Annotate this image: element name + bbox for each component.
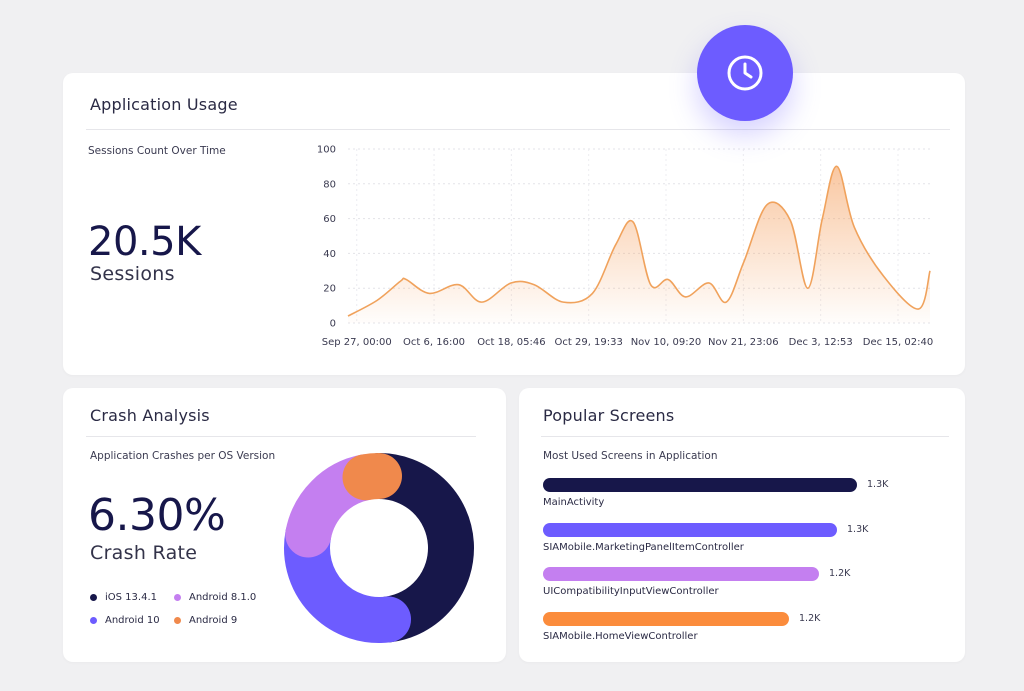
legend-dot: [90, 594, 97, 601]
screen-bar: [543, 478, 857, 492]
crash-analysis-card: Crash Analysis Application Crashes per O…: [63, 388, 506, 662]
legend-label: iOS 13.4.1: [105, 592, 157, 603]
bar-value-label: 1.2K: [799, 613, 821, 624]
sessions-kpi-label: Sessions: [90, 263, 175, 285]
x-tick-label: Oct 18, 05:46: [477, 337, 545, 348]
screen-bar-row: 1.2K SIAMobile.HomeViewController: [543, 612, 820, 642]
donut-slice: [356, 453, 474, 643]
y-tick-label: 0: [330, 319, 336, 330]
x-tick-label: Oct 6, 16:00: [403, 337, 465, 348]
popular-divider: [541, 436, 949, 437]
screen-bar: [543, 523, 837, 537]
crash-rate-value: 6.30%: [88, 490, 226, 541]
clock-icon: [727, 55, 763, 91]
application-usage-title: Application Usage: [90, 95, 238, 114]
sessions-chart-subtitle: Sessions Count Over Time: [88, 145, 226, 157]
sessions-line-chart: 100 80 60 40 20 0 Sep 27, 00:00 Oct 6, 16:00 Oc…: [317, 145, 933, 349]
legend-item-android-9: Android 9: [174, 615, 237, 626]
y-tick-label: 100: [317, 145, 336, 156]
x-tick-label: Nov 21, 23:06: [708, 337, 779, 348]
y-tick-label: 20: [323, 284, 336, 295]
popular-subtitle: Most Used Screens in Application: [543, 450, 718, 462]
legend-dot: [174, 617, 181, 624]
donut-slice: [342, 453, 402, 501]
crash-subtitle: Application Crashes per OS Version: [90, 450, 276, 462]
x-axis-ticks: Sep 27, 00:00 Oct 6, 16:00 Oct 18, 05:46 Oc…: [322, 337, 933, 348]
bar-name-label: SIAMobile.HomeViewController: [543, 631, 698, 642]
y-tick-label: 80: [323, 179, 336, 190]
legend-label: Android 8.1.0: [189, 592, 257, 603]
x-tick-label: Sep 27, 00:00: [322, 337, 392, 348]
bar-track: 1.2K: [543, 567, 850, 581]
crash-donut-chart: [284, 453, 474, 643]
crash-rate-label: Crash Rate: [90, 542, 198, 564]
legend-dot: [174, 594, 181, 601]
x-tick-label: Nov 10, 09:20: [631, 337, 702, 348]
legend-label: Android 10: [105, 615, 160, 626]
clock-button[interactable]: [697, 25, 793, 121]
bar-track: 1.3K: [543, 478, 888, 492]
crash-analysis-title: Crash Analysis: [90, 406, 210, 425]
y-tick-label: 60: [323, 214, 336, 225]
legend-label: Android 9: [189, 615, 238, 626]
bar-value-label: 1.2K: [829, 568, 851, 579]
sessions-area-fill: [348, 166, 930, 323]
y-axis-ticks: 100 80 60 40 20 0: [317, 145, 336, 330]
popular-screens-title: Popular Screens: [543, 406, 675, 425]
sessions-kpi-value: 20.5K: [88, 219, 201, 265]
screen-bar-row: 1.3K SIAMobile.MarketingPanelItemControl…: [543, 523, 868, 553]
legend-item-android-8-1-0: Android 8.1.0: [174, 592, 256, 603]
y-tick-label: 40: [323, 249, 336, 260]
bar-name-label: UICompatibilityInputViewController: [543, 586, 719, 597]
x-tick-label: Dec 15, 02:40: [863, 337, 933, 348]
bar-track: 1.2K: [543, 612, 820, 626]
screen-bar: [543, 567, 819, 581]
bar-track: 1.3K: [543, 523, 868, 537]
legend-dot: [90, 617, 97, 624]
x-tick-label: Dec 3, 12:53: [789, 337, 853, 348]
bar-value-label: 1.3K: [847, 524, 869, 535]
screen-bar: [543, 612, 789, 626]
crash-divider: [86, 436, 476, 437]
legend-item-android-10: Android 10: [90, 615, 160, 626]
bar-name-label: MainActivity: [543, 497, 605, 508]
screen-bar-row: 1.2K UICompatibilityInputViewController: [543, 567, 850, 597]
legend-item-ios-13-4-1: iOS 13.4.1: [90, 592, 157, 603]
application-usage-card: Application Usage Sessions Count Over Ti…: [63, 73, 965, 375]
bar-value-label: 1.3K: [867, 479, 889, 490]
screen-bar-row: 1.3K MainActivity: [543, 478, 888, 508]
sessions-line: [347, 165, 931, 317]
usage-divider: [86, 129, 950, 130]
bar-name-label: SIAMobile.MarketingPanelItemController: [543, 542, 744, 553]
x-tick-label: Oct 29, 19:33: [555, 337, 623, 348]
